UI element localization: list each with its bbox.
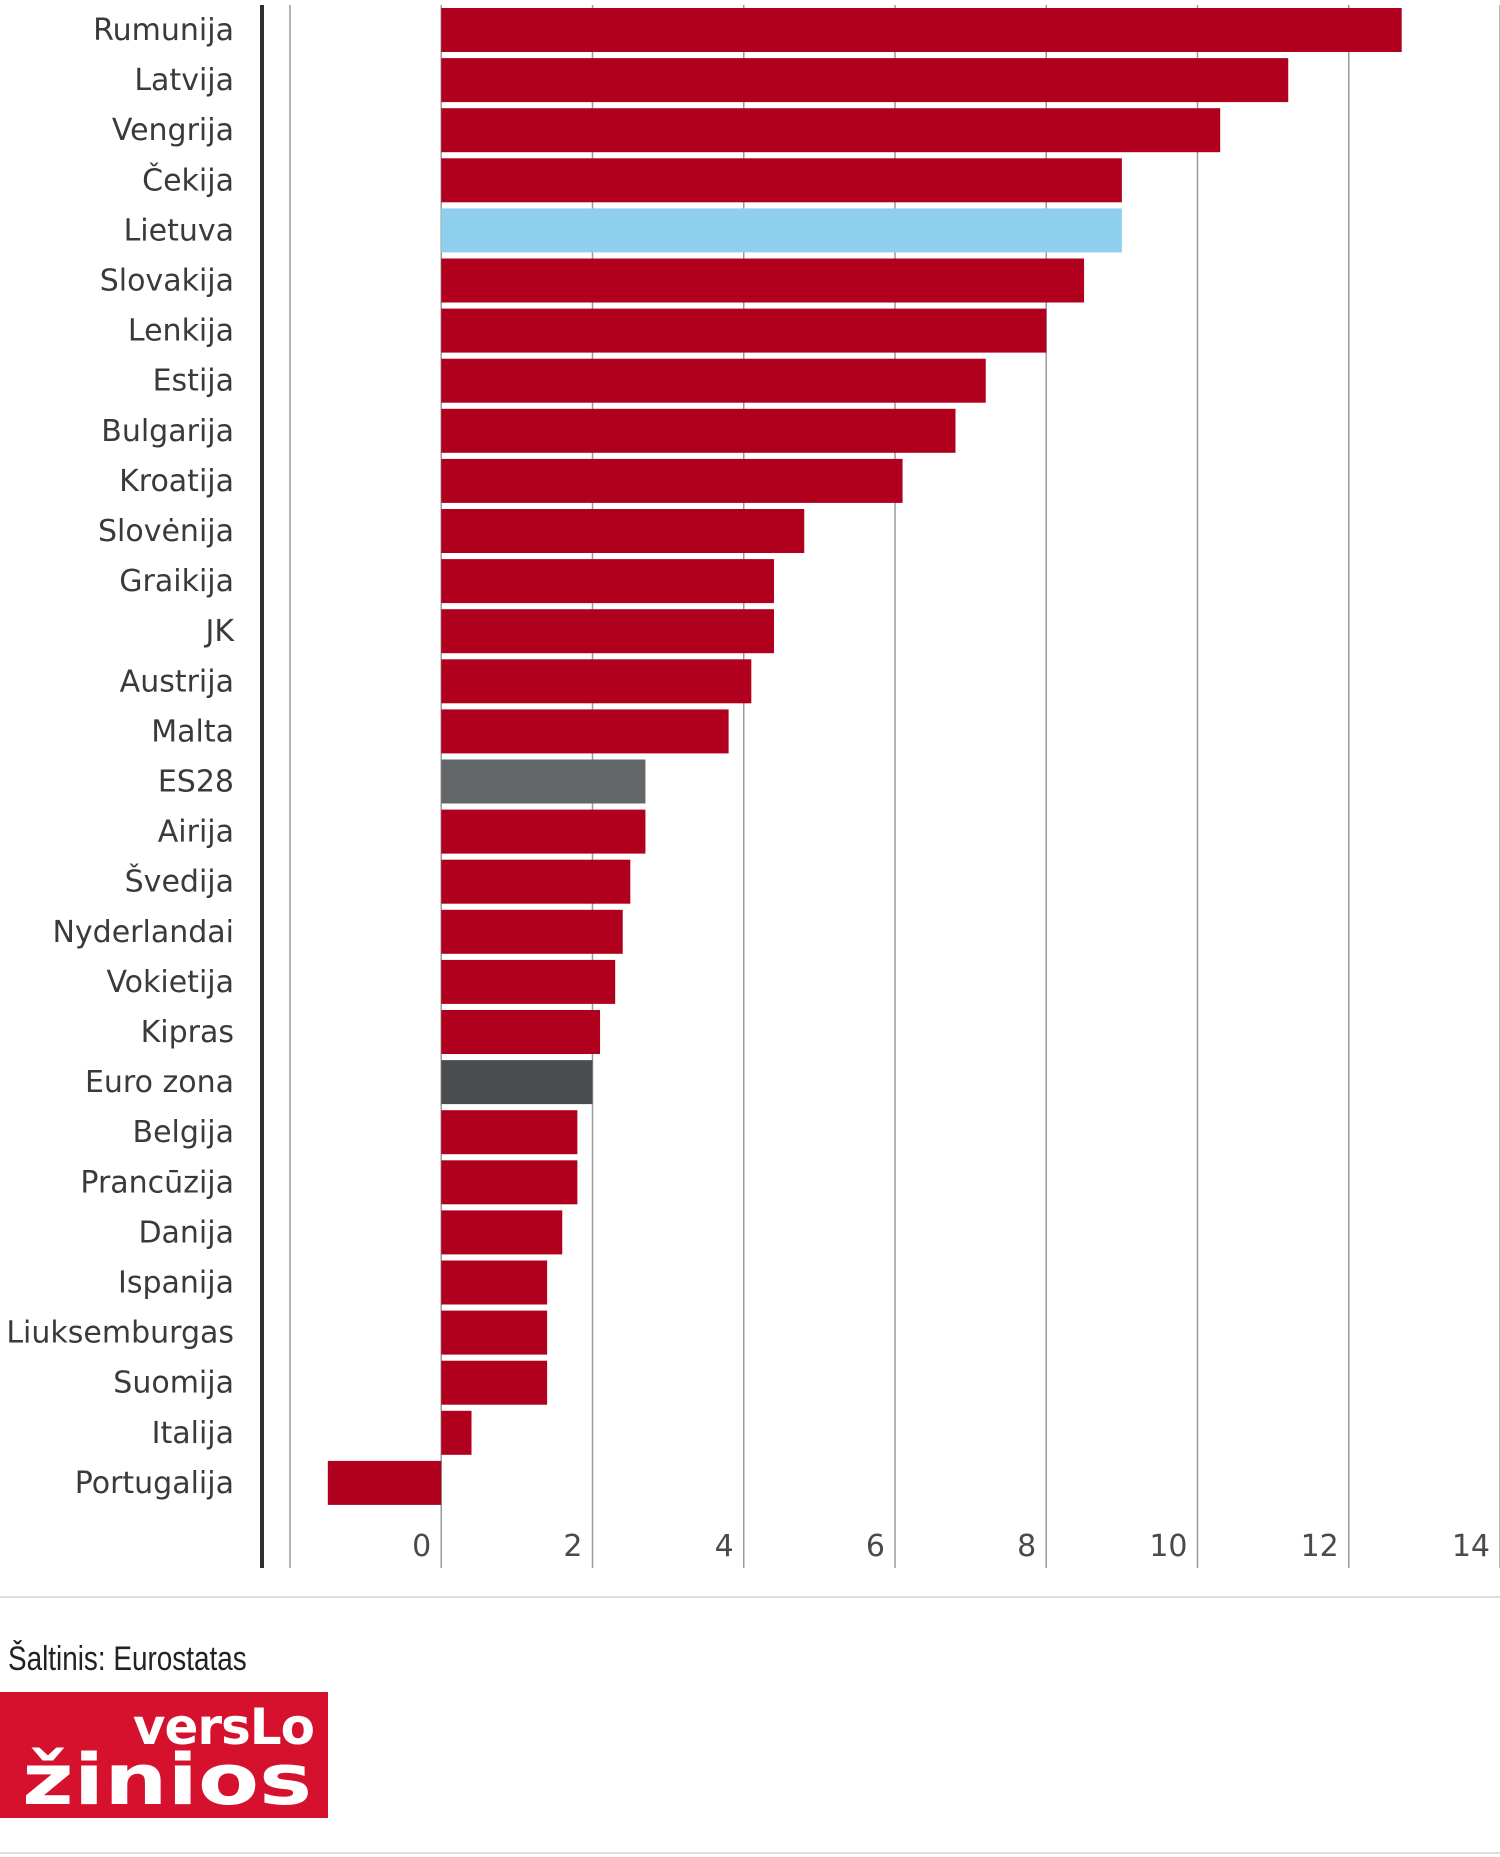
category-label: Slovėnija <box>98 514 234 549</box>
footer-divider-bottom <box>0 1852 1500 1854</box>
category-label: Prancūzija <box>80 1165 234 1200</box>
versloziniu-logo[interactable]: versLo žinios <box>0 1692 328 1818</box>
x-tick-label: 10 <box>1149 1529 1187 1564</box>
category-label: Suomija <box>113 1366 234 1401</box>
footer-divider-top <box>0 1596 1500 1598</box>
category-label: Graikija <box>119 564 234 599</box>
bar <box>441 709 729 754</box>
category-label: Ispanija <box>118 1266 234 1301</box>
category-label: Estija <box>153 364 234 399</box>
logo-text-top: versLo <box>133 1698 314 1756</box>
bars <box>327 8 1402 1505</box>
bar <box>441 659 752 704</box>
bar <box>441 909 623 954</box>
bar <box>441 759 646 804</box>
x-tick-label: 2 <box>563 1529 582 1564</box>
category-label: Malta <box>151 714 234 749</box>
category-label: Švedija <box>125 863 234 900</box>
category-label: JK <box>203 614 235 649</box>
bar <box>441 458 903 503</box>
x-tick-label: 0 <box>412 1529 431 1564</box>
category-label: Slovakija <box>100 264 234 299</box>
source-note: Šaltinis: Eurostatas <box>8 1640 247 1678</box>
category-label: Belgija <box>133 1115 234 1150</box>
category-label: Portugalija <box>75 1466 234 1501</box>
x-tick-label: 4 <box>715 1529 734 1564</box>
category-label: Latvija <box>134 63 234 98</box>
bar <box>441 1160 578 1205</box>
x-tick-label: 8 <box>1017 1529 1036 1564</box>
category-label: ES28 <box>158 765 234 800</box>
category-label: Bulgarija <box>101 414 234 449</box>
category-label: Kroatija <box>119 464 234 499</box>
category-label: Vokietija <box>106 965 234 1000</box>
bar <box>441 859 631 904</box>
bar <box>327 1460 442 1505</box>
bar <box>441 1360 548 1405</box>
bar <box>441 208 1122 253</box>
category-label: Liuksemburgas <box>6 1316 234 1351</box>
logo-text-bottom: žinios <box>22 1739 312 1818</box>
category-label: Nyderlandai <box>52 915 234 950</box>
bar <box>441 258 1085 303</box>
category-label: Italija <box>152 1416 234 1451</box>
bar <box>441 158 1122 203</box>
category-label: Austrija <box>120 664 234 699</box>
bar <box>441 1010 601 1054</box>
bar <box>441 959 616 1004</box>
category-label: Čekija <box>142 161 234 198</box>
x-tick-label: 12 <box>1301 1529 1339 1564</box>
bar <box>441 108 1221 153</box>
bar <box>441 358 986 403</box>
bar <box>441 8 1402 52</box>
category-label: Euro zona <box>85 1065 234 1100</box>
bar <box>441 1410 472 1455</box>
category-label: Danija <box>138 1215 234 1250</box>
category-labels: Rumunija Latvija Vengrija Čekija Lietuva Slov… <box>6 13 235 1501</box>
bar <box>441 1310 548 1355</box>
bar-chart: Rumunija Latvija Vengrija Čekija Lietuva Slov… <box>6 5 1500 1568</box>
x-tick-label: 6 <box>866 1529 885 1564</box>
bar <box>441 509 805 553</box>
category-label: Airija <box>158 815 234 850</box>
bar <box>441 58 1289 103</box>
bar <box>441 609 774 654</box>
category-label: Lenkija <box>128 314 234 349</box>
category-label: Lietuva <box>124 213 234 248</box>
category-label: Kipras <box>141 1015 234 1050</box>
bar <box>441 1060 593 1105</box>
x-tick-label: 14 <box>1452 1529 1490 1564</box>
bar <box>441 308 1047 353</box>
bar <box>441 809 646 854</box>
bar <box>441 1110 578 1155</box>
bar <box>441 1210 563 1255</box>
bar <box>441 408 956 453</box>
bar <box>441 1260 548 1305</box>
bar <box>441 559 774 604</box>
category-label: Rumunija <box>93 13 234 48</box>
x-tick-labels: 0 2 4 6 8 10 12 14 <box>412 1529 1490 1564</box>
logo-background <box>0 1692 328 1818</box>
category-label: Vengrija <box>112 113 234 148</box>
